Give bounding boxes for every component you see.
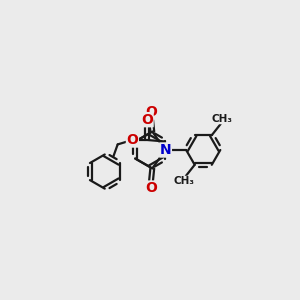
Text: CH₃: CH₃ (212, 114, 233, 124)
Text: O: O (127, 133, 138, 147)
Text: O: O (145, 105, 157, 119)
Text: CH₃: CH₃ (174, 176, 195, 186)
Text: O: O (145, 181, 157, 195)
Text: O: O (141, 113, 153, 127)
Text: N: N (160, 143, 171, 157)
